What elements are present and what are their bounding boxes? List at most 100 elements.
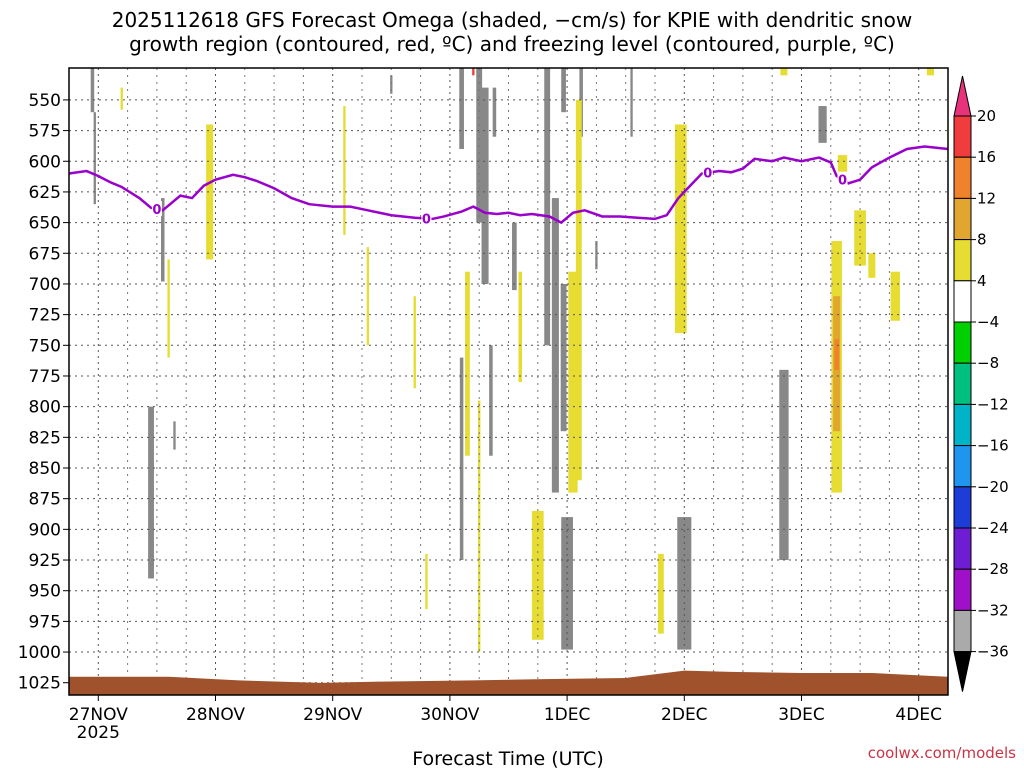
y-tick-label: 975 [29,612,61,632]
y-tick-label: 950 [29,582,61,602]
omega-region [481,87,489,284]
y-tick-label: 825 [29,428,61,448]
omega-region [120,87,123,110]
y-tick-label: 625 [29,183,61,203]
omega-region [465,271,470,456]
omega-region [561,517,573,650]
freezing-label-bg [702,164,713,180]
colorbar-bin [953,486,972,529]
colorbar-bin [953,609,972,653]
omega-region [677,517,692,650]
y-tick-label: 750 [29,336,61,356]
chart-title-line-1: 2025112618 GFS Forecast Omega (shaded, −… [112,8,913,32]
x-tick-label: 2DEC [661,705,708,725]
x-tick-label: 3DEC [778,705,825,725]
y-tick-label: 875 [29,490,61,510]
omega-region [518,271,522,383]
y-tick-label: 850 [29,459,61,479]
colorbar-bin [953,568,972,611]
omega-region [173,421,176,450]
omega-region [818,106,827,143]
freezing-level-label: 0 [422,213,431,228]
omega-region [674,124,687,334]
omega-region [926,68,934,76]
omega-region [561,68,566,113]
colorbar-label: 8 [977,231,987,249]
colorbar-bin [953,156,972,199]
x-tick-year-label: 2025 [77,723,120,743]
omega-region [93,112,96,205]
y-tick-label: 900 [29,520,61,540]
grid-lines [69,68,948,695]
omega-region [90,68,95,113]
x-tick-label: 29NOV [303,705,362,725]
x-tick-label: 1DEC [544,705,591,725]
freezing-label-bg [421,210,432,226]
colorbar-bin [953,445,972,488]
x-tick-label: 27NOV [69,705,128,725]
omega-region [868,253,876,278]
colorbar-bin [953,527,972,570]
colorbar-label: 20 [977,107,996,125]
omega-region [206,124,214,260]
omega-region [366,247,370,346]
omega-region [512,222,517,291]
x-tick-label: 28NOV [186,705,245,725]
colorbar-label: −28 [977,560,1009,578]
colorbar-label: 12 [977,189,996,207]
omega-region [425,553,428,610]
colorbar-bin [953,321,972,364]
surface-terrain [69,670,948,695]
y-tick-label: 925 [29,551,61,571]
colorbar-bin [953,362,972,405]
colorbar-bin [953,239,972,282]
y-axis-pressure-ticks: 550 575 600 625 650 675 700 725 750 775 800 825 850 8… [18,91,69,694]
x-tick-label: 4DEC [895,705,942,725]
colorbar-label: −36 [977,643,1009,661]
colorbar-label: −24 [977,519,1009,537]
colorbar-label: −16 [977,437,1009,455]
freezing-label-bg [151,201,162,217]
omega-region [161,198,165,282]
omega-region [148,406,154,579]
omega-region [657,553,664,634]
omega-region [568,271,578,493]
omega-region [459,68,464,149]
omega-region [779,369,789,561]
colorbar-label: −12 [977,395,1009,413]
colorbar-label: −4 [977,313,999,331]
freezing-level-label: 0 [838,174,847,189]
colorbar-label: 4 [977,272,987,290]
y-tick-label: 700 [29,275,61,295]
omega-region [459,357,464,561]
y-tick-label: 675 [29,244,61,264]
omega-region [343,106,346,235]
omega-region [560,283,567,432]
freezing-level-line [68,145,949,225]
omega-region [489,345,493,456]
plot-frame [68,67,949,696]
omega-region [492,87,497,137]
colorbar-bottom-arrow [953,651,972,692]
omega-region [472,68,475,76]
omega-region [544,68,551,346]
y-tick-label: 725 [29,306,61,326]
colorbar-top-arrow [953,75,972,117]
colorbar-bin [953,115,972,158]
omega-region [630,68,633,137]
freezing-level-label: 0 [703,167,712,182]
omega-region [531,510,544,640]
colorbar-bin [953,197,972,241]
omega-region [834,339,840,370]
omega-region [595,241,598,270]
y-tick-label: 1025 [18,674,61,694]
colorbar-label: −8 [977,354,999,372]
chart-title-line-2: growth region (contoured, red, ºC) and f… [129,32,895,56]
omega-colorbar: 20 16 12 8 4 −4 −8 −12 −16 −20 −24 −28 −32 −36 [953,75,1009,692]
y-tick-label: 550 [29,91,61,111]
credit-text: coolwx.com/models [868,744,1016,762]
omega-shading [90,68,934,653]
y-tick-label: 800 [29,398,61,418]
